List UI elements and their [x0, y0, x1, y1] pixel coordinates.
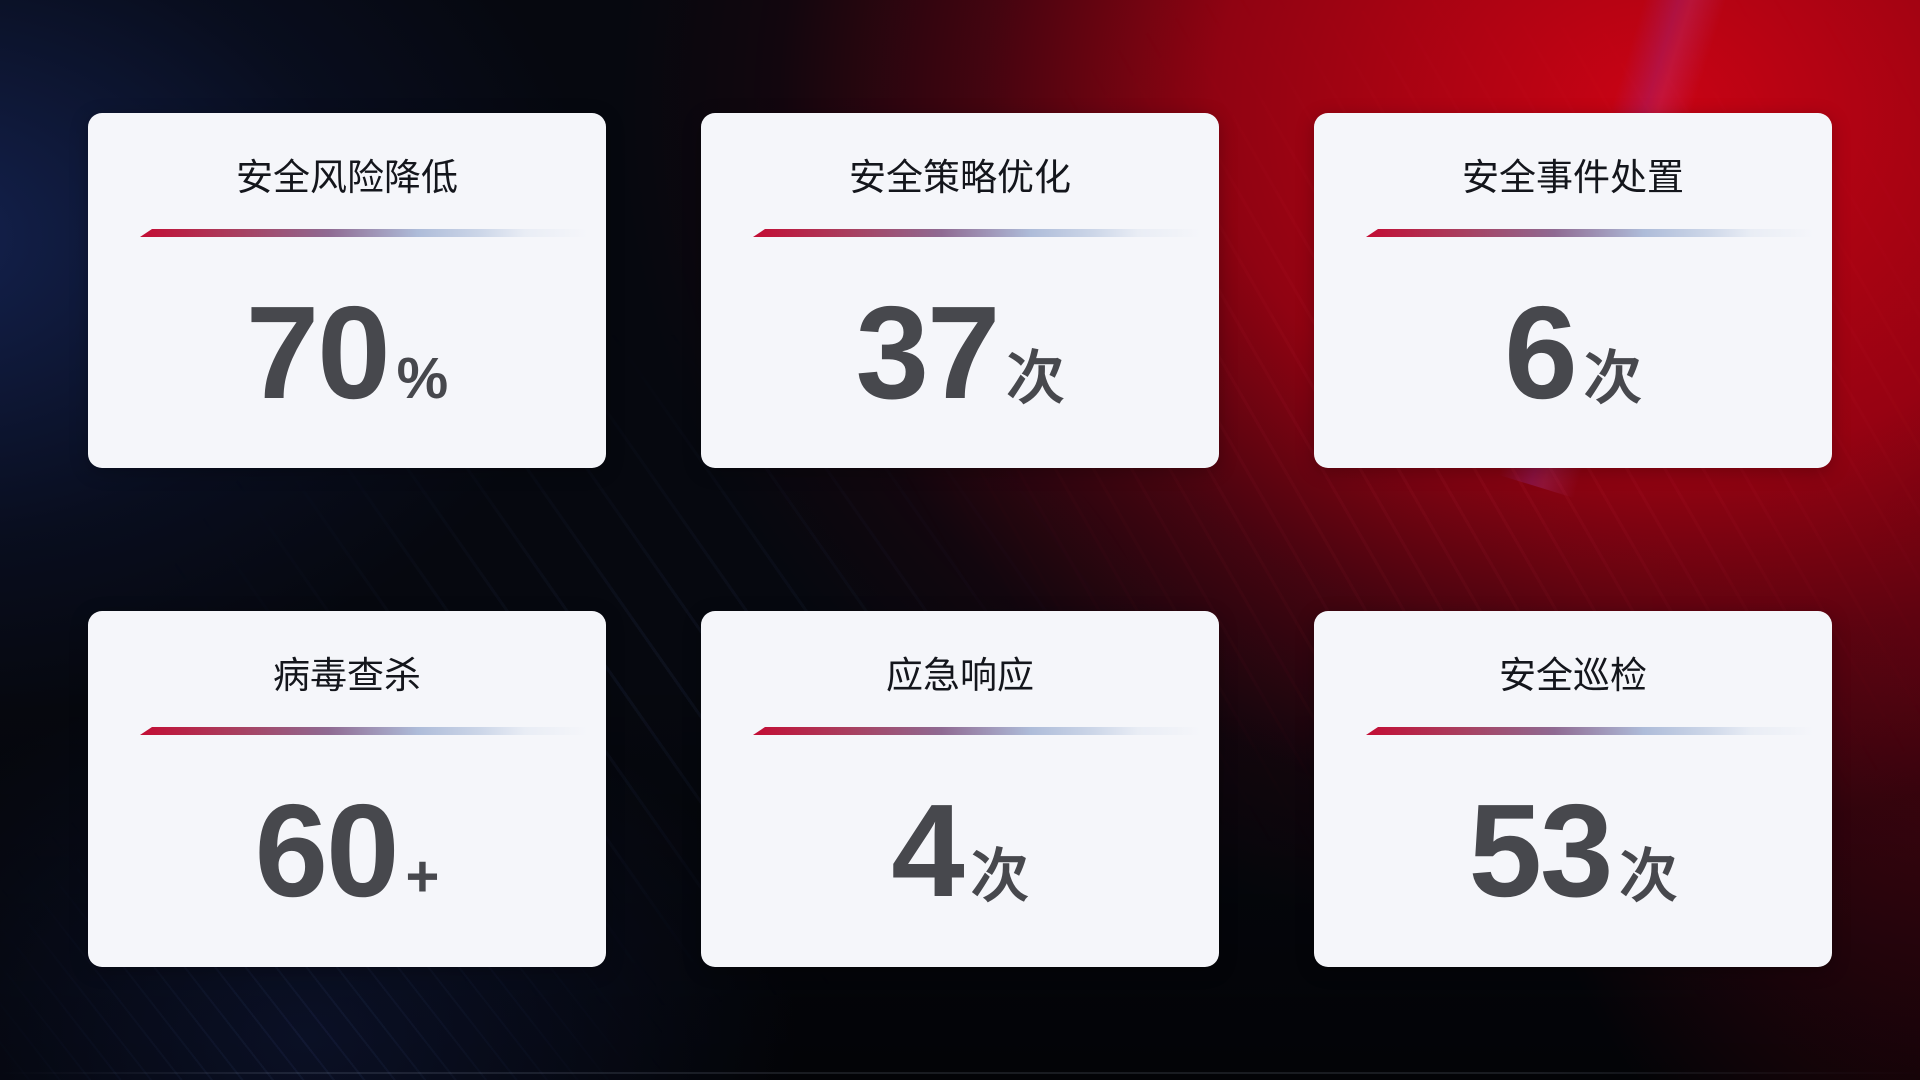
- gradient-divider: [1366, 229, 1814, 237]
- metric-unit: 次: [1006, 346, 1065, 411]
- card-emergency-response: 应急响应 4 次: [701, 611, 1219, 967]
- card-title: 安全策略优化: [849, 157, 1071, 198]
- metric-value: 70: [245, 279, 391, 426]
- gradient-divider: [140, 229, 588, 237]
- metric-value-group: 37 次: [701, 287, 1219, 419]
- gradient-divider: [753, 727, 1201, 735]
- metric-value: 37: [855, 279, 1001, 426]
- metric-value-group: 53 次: [1314, 785, 1832, 917]
- metric-unit: 次: [1619, 844, 1678, 909]
- card-title: 安全风险降低: [236, 157, 458, 198]
- metric-value-group: 6 次: [1314, 287, 1832, 419]
- card-title: 应急响应: [886, 655, 1034, 696]
- metric-unit: 次: [1583, 346, 1642, 411]
- metric-value-group: 60 +: [88, 785, 606, 917]
- metric-value: 4: [891, 777, 964, 924]
- gradient-divider: [140, 727, 588, 735]
- metric-unit: %: [396, 346, 449, 411]
- metric-value: 60: [254, 777, 400, 924]
- metric-value: 53: [1468, 777, 1614, 924]
- metric-unit: +: [405, 844, 440, 909]
- card-security-policy-optimization: 安全策略优化 37 次: [701, 113, 1219, 468]
- metric-value-group: 4 次: [701, 785, 1219, 917]
- gradient-divider: [1366, 727, 1814, 735]
- metric-value-group: 70 %: [88, 287, 606, 419]
- card-security-incident-handling: 安全事件处置 6 次: [1314, 113, 1832, 468]
- card-security-risk-reduction: 安全风险降低 70 %: [88, 113, 606, 468]
- card-title: 安全事件处置: [1462, 157, 1684, 198]
- metric-value: 6: [1504, 279, 1577, 426]
- gradient-divider: [753, 229, 1201, 237]
- metric-unit: 次: [970, 844, 1029, 909]
- card-title: 安全巡检: [1499, 655, 1647, 696]
- card-security-inspection: 安全巡检 53 次: [1314, 611, 1832, 967]
- card-virus-scan: 病毒查杀 60 +: [88, 611, 606, 967]
- card-title: 病毒查杀: [273, 655, 421, 696]
